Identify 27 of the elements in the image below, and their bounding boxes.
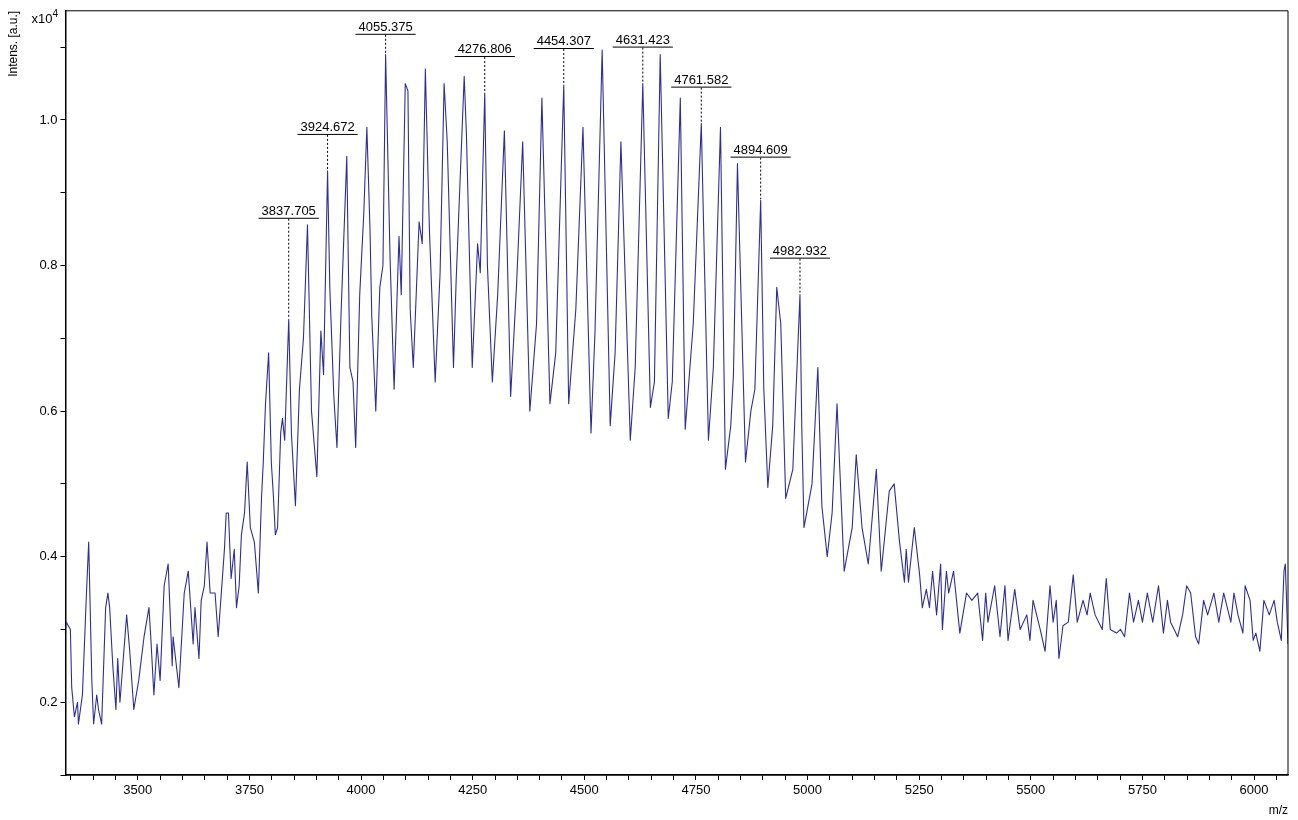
x-tick-label: 5500 — [1016, 782, 1046, 798]
y-tick-label: 1.0 — [39, 111, 58, 127]
annotation: 4894.609 — [733, 141, 788, 157]
x-tick-label: 4500 — [569, 782, 599, 798]
annotation: 4982.932 — [772, 242, 828, 258]
x-tick-label: 5000 — [793, 782, 823, 798]
x-tick-label: 6000 — [1239, 782, 1269, 798]
annotation: 4055.375 — [358, 18, 413, 34]
x-tick-label: 5250 — [904, 782, 934, 798]
annotation: 3837.705 — [261, 202, 316, 218]
x-tick-label: 5750 — [1127, 782, 1157, 798]
annotation: 3924.672 — [300, 118, 355, 134]
x-tick-label: 3500 — [123, 782, 153, 798]
x-axis-title: m/z — [1268, 803, 1288, 818]
y-tick-label: 0.8 — [39, 257, 58, 273]
y-tick-label: 0.4 — [39, 548, 58, 564]
y-axis-title: Intens. [a.u.] — [5, 10, 20, 77]
annotation: 4276.806 — [457, 41, 512, 57]
y-tick-label: 0.2 — [39, 693, 58, 709]
x-tick-label: 4750 — [681, 782, 711, 798]
y-tick-label: 0.6 — [39, 402, 58, 418]
x-tick-label: 4250 — [458, 782, 488, 798]
x-tick-label: 3750 — [234, 782, 264, 798]
annotation: 4631.423 — [615, 31, 670, 47]
annotation: 4454.307 — [536, 33, 591, 49]
annotation: 4761.582 — [674, 71, 729, 87]
x-tick-label: 4000 — [346, 782, 376, 798]
